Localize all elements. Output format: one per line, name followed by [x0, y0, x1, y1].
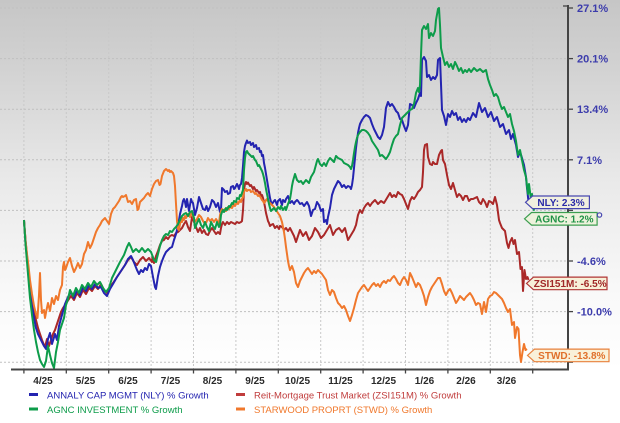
svg-text:1/26: 1/26: [415, 376, 435, 387]
svg-text:-10.0%: -10.0%: [577, 307, 612, 319]
svg-text:ZSI151M: -6.5%: ZSI151M: -6.5%: [534, 279, 607, 290]
svg-text:7/25: 7/25: [161, 376, 181, 387]
svg-text:2/26: 2/26: [456, 376, 476, 387]
svg-text:10/25: 10/25: [285, 376, 310, 387]
svg-text:NLY: 2.3%: NLY: 2.3%: [537, 198, 584, 209]
svg-text:11/25: 11/25: [328, 376, 353, 387]
svg-text:AGNC: 1.2%: AGNC: 1.2%: [535, 214, 593, 225]
svg-text:7.1%: 7.1%: [577, 155, 602, 167]
svg-text:Reit-Mortgage Trust Market (ZS: Reit-Mortgage Trust Market (ZSI151M) % G…: [254, 391, 461, 402]
svg-text:STARWOOD PROPRT (STWD) % Growt: STARWOOD PROPRT (STWD) % Growth: [254, 405, 432, 416]
svg-text:4/25: 4/25: [33, 376, 53, 387]
svg-text:9/25: 9/25: [245, 376, 265, 387]
svg-text:20.1%: 20.1%: [577, 54, 608, 66]
svg-text:13.4%: 13.4%: [577, 104, 608, 116]
svg-text:3/26: 3/26: [497, 376, 517, 387]
svg-text:STWD: -13.8%: STWD: -13.8%: [538, 351, 605, 362]
svg-text:5/25: 5/25: [76, 376, 96, 387]
svg-text:6/25: 6/25: [118, 376, 138, 387]
svg-text:ANNALY CAP MGMT (NLY) % Growth: ANNALY CAP MGMT (NLY) % Growth: [47, 391, 209, 402]
svg-text:12/25: 12/25: [371, 376, 396, 387]
svg-text:AGNC INVESTMENT % Growth: AGNC INVESTMENT % Growth: [47, 405, 183, 416]
svg-text:-4.6%: -4.6%: [577, 256, 606, 268]
svg-text:8/25: 8/25: [203, 376, 223, 387]
svg-text:27.1%: 27.1%: [577, 3, 608, 15]
